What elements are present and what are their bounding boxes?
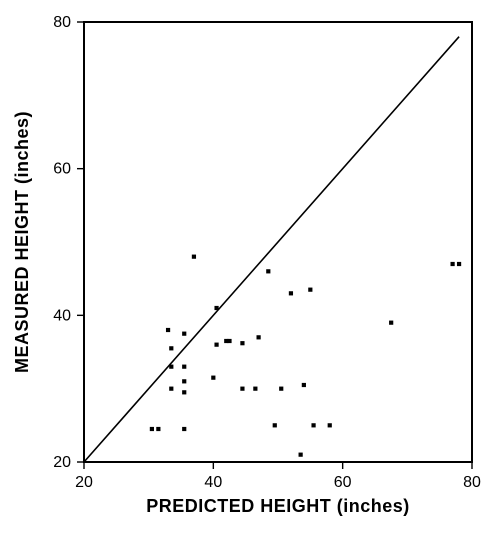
x-tick-label: 60 — [334, 474, 352, 491]
data-point — [169, 365, 173, 369]
y-tick-label: 60 — [53, 161, 71, 178]
y-tick-label: 80 — [53, 14, 71, 31]
data-point — [240, 341, 244, 345]
data-point — [182, 365, 186, 369]
data-point — [253, 387, 257, 391]
data-point — [266, 269, 270, 273]
data-point — [182, 390, 186, 394]
data-point — [182, 379, 186, 383]
data-point — [257, 335, 261, 339]
data-point — [273, 423, 277, 427]
data-point — [214, 343, 218, 347]
data-point — [299, 453, 303, 457]
data-point — [192, 255, 196, 259]
x-axis-title: PREDICTED HEIGHT (inches) — [146, 496, 410, 516]
data-point — [302, 383, 306, 387]
y-tick-label: 20 — [53, 454, 71, 471]
data-point — [169, 346, 173, 350]
x-tick-label: 40 — [204, 474, 222, 491]
identity-line — [84, 37, 459, 462]
scatter-plot: 20 40 60 80 20 40 60 80 PREDICTED HEIGHT (inches… — [0, 0, 500, 542]
y-axis-title: MEASURED HEIGHT (inches) — [12, 111, 32, 373]
data-point — [156, 427, 160, 431]
data-point — [182, 332, 186, 336]
data-point — [308, 288, 312, 292]
data-point — [311, 423, 315, 427]
data-point — [289, 291, 293, 295]
data-point — [182, 427, 186, 431]
data-point — [211, 376, 215, 380]
chart-container: { "chart": { "type": "scatter", "canvas"… — [0, 0, 500, 542]
data-point — [150, 427, 154, 431]
data-point — [240, 387, 244, 391]
x-tick-label: 20 — [75, 474, 93, 491]
x-tick-label: 80 — [463, 474, 481, 491]
data-point — [451, 262, 455, 266]
data-point — [166, 328, 170, 332]
data-point — [279, 387, 283, 391]
data-point — [328, 423, 332, 427]
data-point — [457, 262, 461, 266]
data-point — [389, 321, 393, 325]
data-point — [214, 306, 218, 310]
y-tick-label: 40 — [53, 307, 71, 324]
data-point — [227, 339, 231, 343]
data-point — [169, 387, 173, 391]
